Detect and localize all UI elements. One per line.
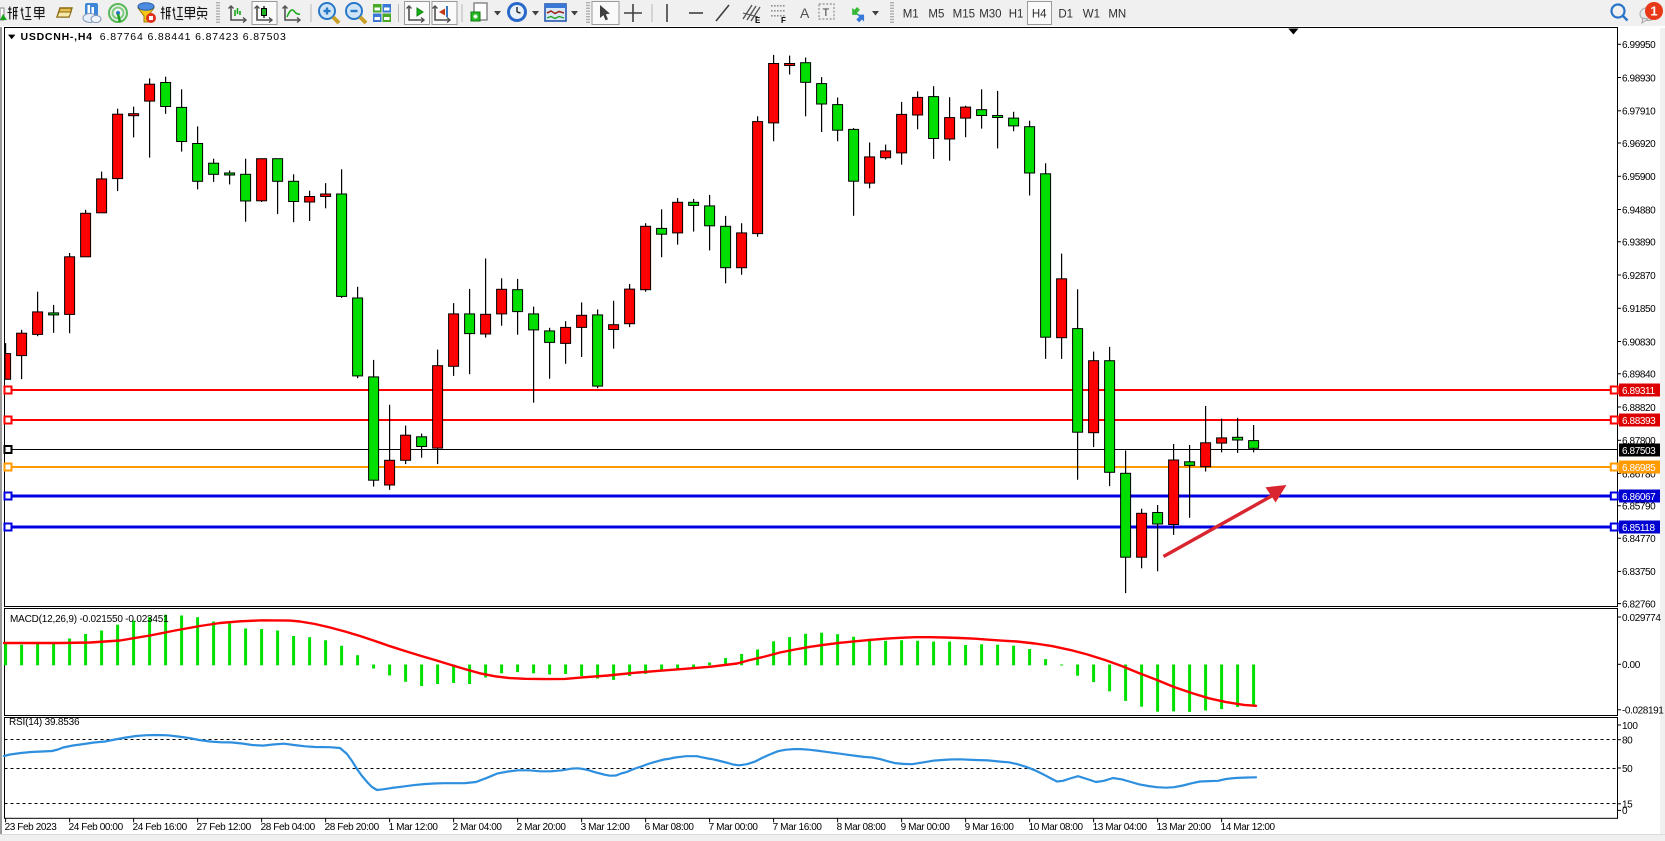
svg-text:0.029774: 0.029774 — [1622, 613, 1661, 624]
svg-text:28 Feb 04:00: 28 Feb 04:00 — [261, 822, 316, 833]
svg-text:7 Mar 16:00: 7 Mar 16:00 — [773, 822, 823, 833]
svg-text:3 Mar 12:00: 3 Mar 12:00 — [581, 822, 631, 833]
svg-text:6.89840: 6.89840 — [1622, 370, 1656, 381]
svg-text:M15: M15 — [953, 9, 975, 21]
svg-text:6.86985: 6.86985 — [1622, 463, 1656, 474]
svg-text:7 Mar 00:00: 7 Mar 00:00 — [709, 822, 759, 833]
svg-text:W1: W1 — [1083, 9, 1100, 21]
svg-text:0: 0 — [1622, 806, 1628, 817]
svg-text:13 Mar 20:00: 13 Mar 20:00 — [1157, 822, 1212, 833]
svg-text:6.87503: 6.87503 — [1622, 446, 1656, 457]
svg-text:6.88393: 6.88393 — [1622, 416, 1656, 427]
svg-text:MN: MN — [1108, 9, 1126, 21]
svg-text:T: T — [823, 7, 830, 19]
svg-text:80: 80 — [1622, 736, 1633, 747]
svg-text:23 Feb 2023: 23 Feb 2023 — [5, 822, 58, 833]
svg-text:RSI(14) 39.8536: RSI(14) 39.8536 — [9, 717, 80, 728]
svg-text:15: 15 — [1622, 800, 1633, 811]
svg-text:H4: H4 — [1032, 9, 1047, 21]
svg-text:24 Feb 00:00: 24 Feb 00:00 — [69, 822, 124, 833]
svg-text:9 Mar 16:00: 9 Mar 16:00 — [965, 822, 1015, 833]
svg-text:50: 50 — [1622, 764, 1633, 775]
svg-text:6.86780: 6.86780 — [1622, 469, 1656, 480]
svg-text:6.96920: 6.96920 — [1622, 139, 1656, 150]
svg-text:USDCNH-,H46.87764 6.88441 6.87: USDCNH-,H4 6.87764 6.88441 6.87423 6.8750… — [21, 31, 287, 43]
svg-text:A: A — [800, 5, 810, 21]
svg-text:6.90830: 6.90830 — [1622, 337, 1656, 348]
svg-text:6.93890: 6.93890 — [1622, 238, 1656, 249]
svg-text:D1: D1 — [1058, 9, 1073, 21]
svg-text:6.94880: 6.94880 — [1622, 205, 1656, 216]
svg-text:9 Mar 00:00: 9 Mar 00:00 — [901, 822, 951, 833]
svg-text:0.00: 0.00 — [1622, 660, 1641, 671]
svg-text:6.88820: 6.88820 — [1622, 403, 1656, 414]
svg-text:6.82760: 6.82760 — [1622, 599, 1656, 610]
svg-text:6.97910: 6.97910 — [1622, 107, 1656, 118]
svg-text:6.89311: 6.89311 — [1622, 386, 1655, 397]
svg-text:1: 1 — [1650, 4, 1657, 19]
svg-text:28 Feb 20:00: 28 Feb 20:00 — [325, 822, 380, 833]
svg-text:8 Mar 08:00: 8 Mar 08:00 — [837, 822, 887, 833]
svg-text:6.83750: 6.83750 — [1622, 567, 1656, 578]
svg-text:14 Mar 12:00: 14 Mar 12:00 — [1221, 822, 1276, 833]
svg-text:6.95900: 6.95900 — [1622, 172, 1656, 183]
svg-text:H1: H1 — [1009, 9, 1024, 21]
svg-text:M5: M5 — [928, 9, 944, 21]
svg-text:2 Mar 20:00: 2 Mar 20:00 — [517, 822, 567, 833]
svg-text:M1: M1 — [903, 9, 919, 21]
svg-text:2 Mar 04:00: 2 Mar 04:00 — [453, 822, 503, 833]
svg-text:10 Mar 08:00: 10 Mar 08:00 — [1029, 822, 1084, 833]
svg-text:E: E — [755, 16, 761, 25]
svg-text:24 Feb 16:00: 24 Feb 16:00 — [133, 822, 188, 833]
svg-text:6.99950: 6.99950 — [1622, 40, 1656, 51]
svg-text:27 Feb 12:00: 27 Feb 12:00 — [197, 822, 252, 833]
svg-text:MACD(12,26,9) -0.021550 -0.023: MACD(12,26,9) -0.021550 -0.023451 — [10, 614, 169, 625]
svg-text:6.91850: 6.91850 — [1622, 304, 1656, 315]
svg-text:6 Mar 08:00: 6 Mar 08:00 — [645, 822, 695, 833]
svg-text:6.92870: 6.92870 — [1622, 271, 1656, 282]
svg-text:1 Mar 12:00: 1 Mar 12:00 — [389, 822, 439, 833]
svg-text:6.87800: 6.87800 — [1622, 436, 1656, 447]
svg-text:F: F — [781, 16, 786, 25]
svg-text:-0.028191: -0.028191 — [1622, 706, 1664, 717]
svg-text:6.84770: 6.84770 — [1622, 534, 1656, 545]
svg-text:6.86067: 6.86067 — [1622, 492, 1656, 503]
svg-text:6.85118: 6.85118 — [1622, 523, 1655, 534]
svg-text:6.98930: 6.98930 — [1622, 73, 1656, 84]
svg-text:6.85790: 6.85790 — [1622, 502, 1656, 513]
svg-text:M30: M30 — [979, 9, 1001, 21]
svg-text:13 Mar 04:00: 13 Mar 04:00 — [1093, 822, 1148, 833]
svg-text:100: 100 — [1622, 721, 1638, 732]
